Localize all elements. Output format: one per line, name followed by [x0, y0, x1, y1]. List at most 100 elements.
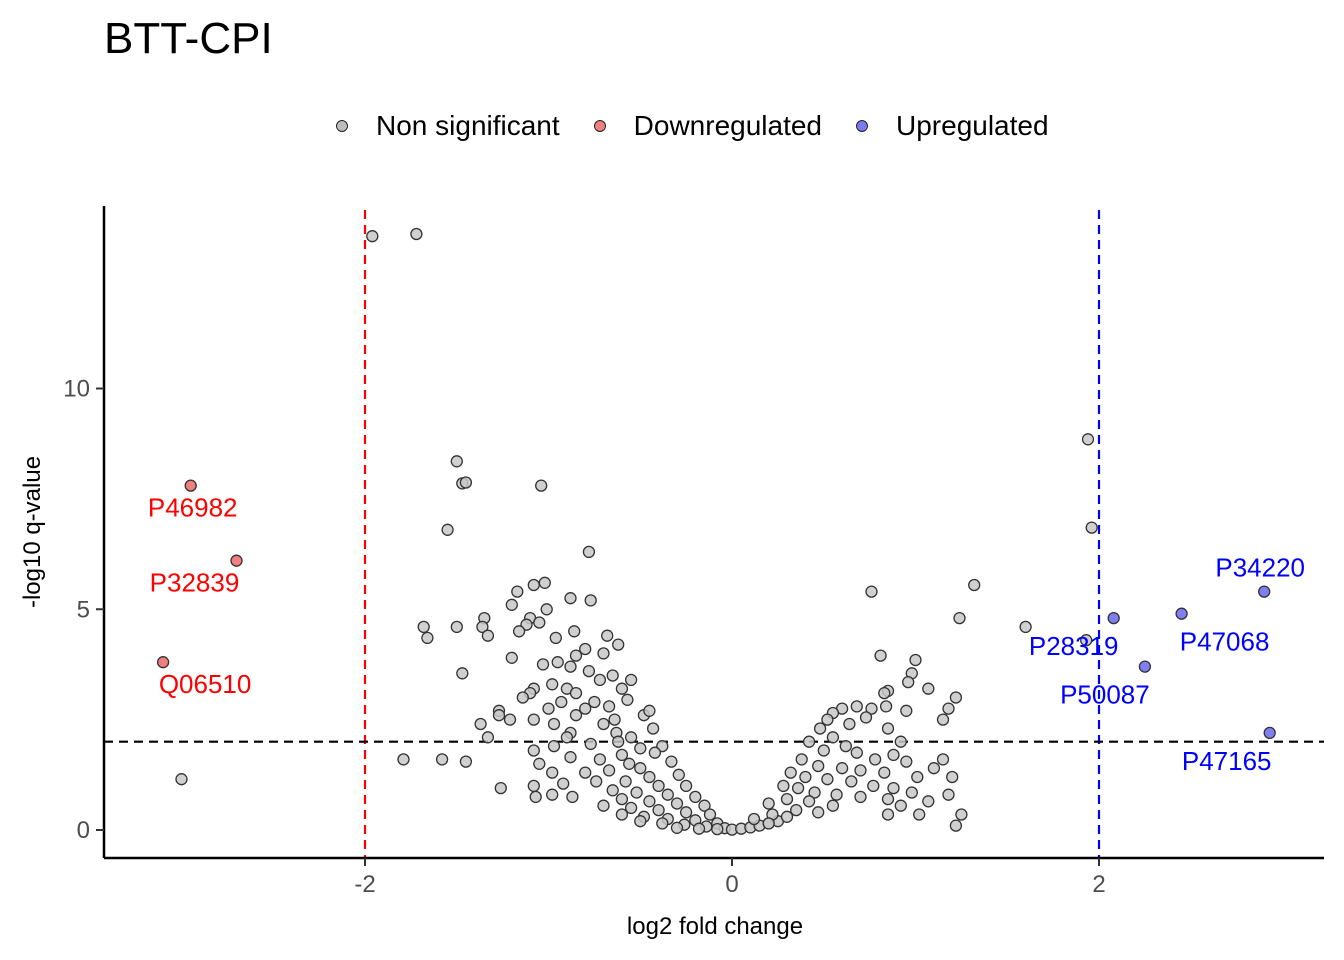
point-nonsig: [887, 781, 900, 795]
point-nonsig: [762, 797, 775, 810]
x-tick-label: 2: [1092, 871, 1105, 898]
point-nonsig: [582, 664, 596, 678]
legend-swatch-down: [593, 120, 606, 132]
point-nonsig: [624, 673, 638, 687]
point-nonsig: [672, 768, 685, 781]
point-nonsig: [1081, 433, 1095, 446]
point-nonsig: [511, 585, 524, 598]
point-nonsig: [795, 753, 808, 766]
point-nonsig: [606, 784, 619, 797]
point-nonsig: [777, 779, 790, 793]
point-nonsig: [821, 773, 834, 786]
point-nonsig: [564, 660, 577, 673]
point-nonsig: [826, 799, 840, 812]
point-up: [1138, 660, 1152, 673]
point-nonsig: [643, 704, 656, 717]
point-nonsig: [830, 788, 843, 801]
point-nonsig: [799, 770, 812, 784]
point-label-up: P47165: [1182, 746, 1272, 776]
point-nonsig: [850, 700, 863, 713]
point-nonsig: [867, 779, 880, 793]
point-nonsig: [564, 751, 577, 764]
point-nonsig: [602, 764, 616, 777]
point-nonsig: [584, 737, 597, 751]
point-nonsig: [1080, 634, 1093, 647]
point-nonsig: [564, 592, 577, 605]
point-nonsig: [955, 808, 968, 821]
point-nonsig: [1085, 521, 1098, 534]
point-nonsig: [582, 545, 596, 559]
point-nonsig: [492, 709, 506, 722]
point-nonsig: [608, 713, 621, 726]
point-nonsig: [175, 773, 188, 786]
point-nonsig: [624, 731, 638, 744]
point-nonsig: [652, 803, 665, 817]
point-nonsig: [887, 748, 900, 762]
point-nonsig: [435, 753, 449, 766]
point-nonsig: [366, 230, 379, 243]
legend-item-up: Upregulated: [856, 110, 1049, 142]
point-nonsig: [791, 781, 805, 795]
point-nonsig: [802, 795, 816, 808]
point-nonsig: [854, 790, 867, 804]
point-nonsig: [450, 455, 463, 468]
point-nonsig: [790, 803, 803, 817]
point-nonsig: [459, 476, 473, 489]
point-nonsig: [894, 735, 907, 748]
point-labels: P46982 P32839 Q06510 P34220 P28319 P47068 P500…: [148, 492, 1305, 775]
point-nonsig: [597, 717, 610, 731]
point-nonsig: [780, 810, 794, 823]
point-nonsig: [593, 753, 607, 766]
point-label-up: P50087: [1060, 679, 1150, 709]
point-nonsig: [621, 693, 634, 706]
point-nonsig: [546, 766, 559, 779]
point-nonsig: [656, 817, 669, 830]
point-nonsig: [527, 713, 540, 726]
point-nonsig: [533, 616, 546, 629]
point-nonsig: [606, 669, 619, 682]
point-down: [230, 554, 243, 567]
point-nonsig: [652, 779, 665, 793]
point-nonsig: [942, 702, 955, 715]
point-nonsig: [569, 686, 583, 700]
point-nonsig: [456, 667, 469, 680]
point-label-up: P34220: [1215, 552, 1305, 582]
point-nonsig: [839, 739, 852, 753]
point-nonsig: [868, 753, 882, 766]
point-nonsig: [597, 647, 610, 660]
point-nonsig: [902, 675, 915, 689]
point-nonsig: [547, 717, 561, 731]
point-nonsig: [450, 620, 463, 634]
point-nonsig: [535, 479, 548, 492]
legend-swatch-up: [856, 120, 868, 132]
point-nonsig: [711, 822, 724, 836]
threshold-lines: [104, 210, 1324, 858]
point-nonsig: [579, 642, 592, 656]
point-nonsig: [601, 629, 614, 642]
point-nonsig: [845, 775, 858, 788]
legend-item-nonsig: Non significant: [336, 110, 560, 142]
point-up: [1175, 607, 1188, 620]
y-tick-label: 5: [77, 596, 90, 623]
point-nonsig: [854, 764, 867, 777]
point-nonsig: [905, 786, 918, 799]
point-nonsig: [579, 766, 592, 779]
legend: Non significant Downregulated Upregulate…: [336, 108, 1083, 144]
data-points: [156, 227, 1276, 836]
point-label-down: P46982: [148, 492, 238, 522]
point-nonsig: [1019, 620, 1032, 634]
point-nonsig: [643, 795, 656, 808]
point-nonsig: [546, 678, 559, 691]
point-nonsig: [623, 757, 636, 770]
point-nonsig: [894, 799, 907, 812]
point-nonsig: [602, 700, 616, 713]
point-nonsig: [441, 523, 454, 536]
point-nonsig: [549, 631, 562, 645]
point-nonsig: [568, 625, 581, 638]
point-nonsig: [557, 777, 570, 790]
point-nonsig: [865, 702, 878, 715]
point-nonsig: [584, 594, 597, 607]
point-nonsig: [527, 779, 540, 793]
point-label-down: Q06510: [159, 669, 252, 699]
